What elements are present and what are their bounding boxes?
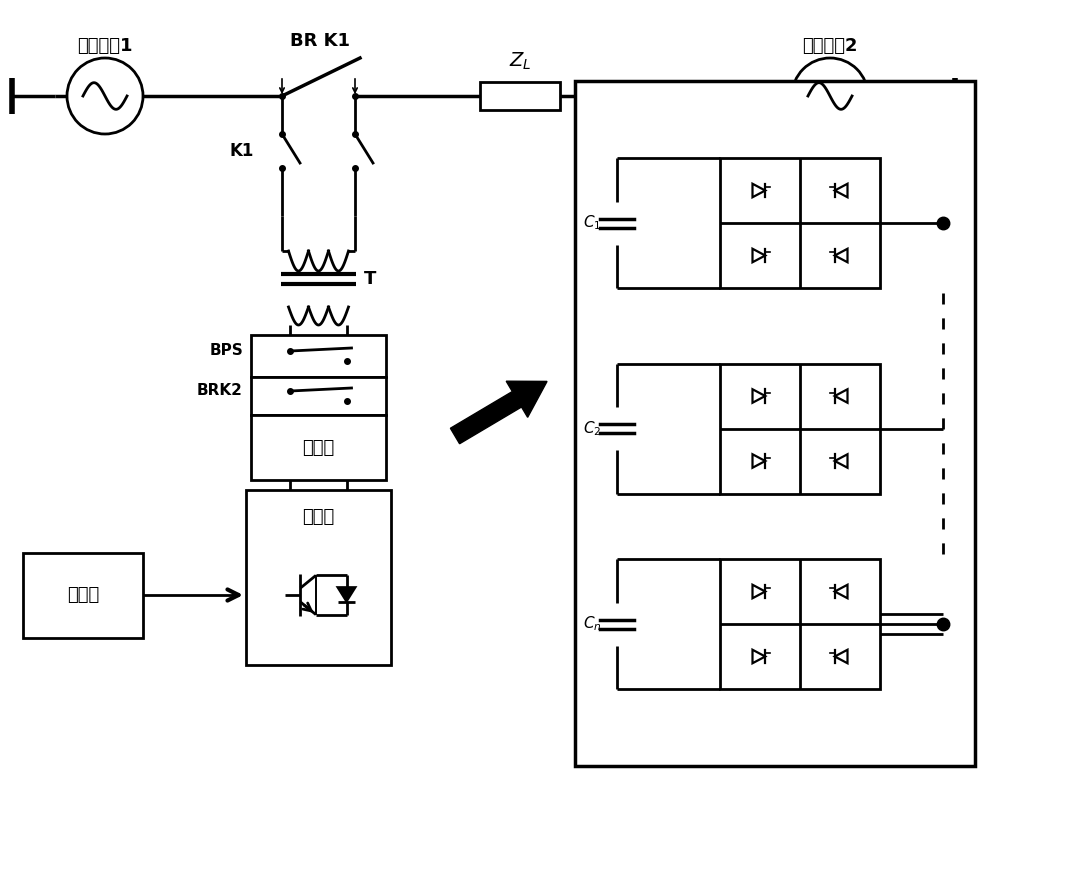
Bar (23, 552, 144, 638)
Text: $C_n$: $C_n$ (583, 615, 601, 633)
Bar (720, 363, 881, 494)
Bar (720, 158, 881, 288)
Text: $Z_L$: $Z_L$ (508, 51, 531, 72)
Bar (251, 335, 386, 377)
Bar (720, 559, 881, 689)
Bar (251, 415, 386, 480)
Bar (251, 377, 386, 415)
Text: $C_2$: $C_2$ (583, 419, 601, 438)
Bar (246, 490, 391, 665)
Text: 换流器: 换流器 (303, 508, 335, 526)
Bar (575, 81, 975, 766)
Text: T: T (364, 270, 376, 288)
Text: 交流电源2: 交流电源2 (803, 37, 858, 55)
Text: 滤波器: 滤波器 (303, 438, 335, 456)
Text: K1: K1 (229, 142, 254, 160)
Text: BR K1: BR K1 (290, 32, 350, 50)
Text: 控制器: 控制器 (67, 586, 99, 604)
FancyArrow shape (451, 381, 547, 443)
Text: BPS: BPS (209, 343, 243, 358)
Text: BRK2: BRK2 (197, 383, 243, 398)
Polygon shape (338, 587, 355, 602)
Text: 交流电源1: 交流电源1 (77, 37, 133, 55)
Bar (480, 82, 560, 110)
Text: $C_1$: $C_1$ (583, 213, 601, 233)
